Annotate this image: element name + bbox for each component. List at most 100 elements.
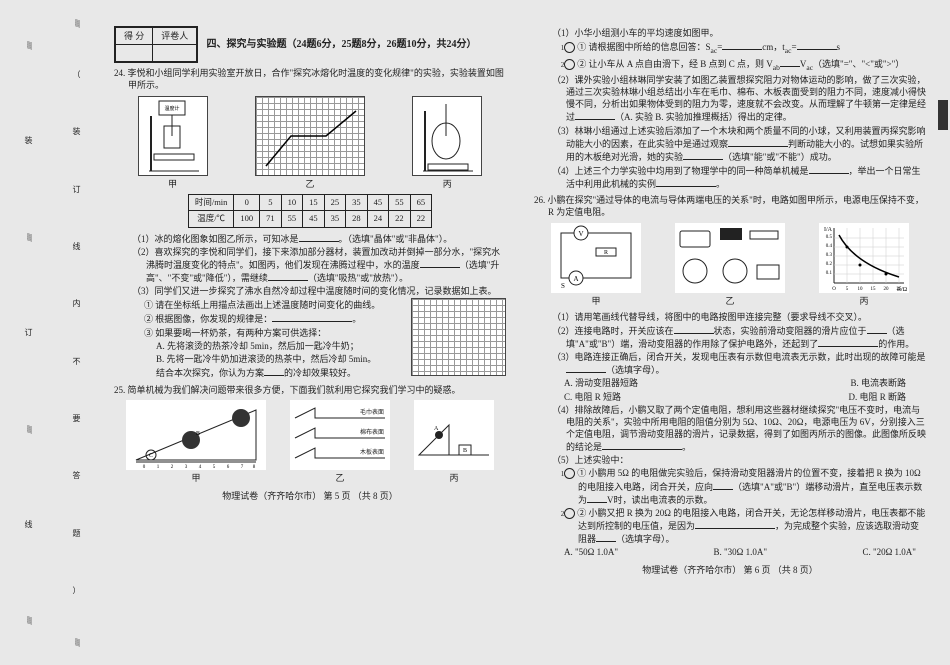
q25-r4: （4）上述三个力学实验中均用到了物理学中的同一种简单机械是，举出一个日常生活中利… <box>552 164 926 190</box>
svg-text:木板表面: 木板表面 <box>360 448 384 456</box>
apparatus-icon: 温度计 <box>139 96 207 176</box>
q24-fig-apparatus: 温度计 <box>138 96 208 176</box>
svg-text:5: 5 <box>846 287 849 292</box>
q25-fig-block: B A <box>414 400 494 470</box>
q25-r1: （1）小华小组测小车的平均速度如图甲。 <box>552 27 926 39</box>
svg-text:7: 7 <box>241 465 244 470</box>
blank[interactable] <box>656 177 716 187</box>
page-footer-6: 物理试卷（齐齐哈尔市） 第 6 页 （共 8 页） <box>534 564 926 576</box>
blank[interactable] <box>420 258 460 268</box>
hatch: //////// <box>25 616 33 624</box>
grader-label: 评卷人 <box>153 28 197 45</box>
svg-text:8: 8 <box>253 465 256 470</box>
blank[interactable] <box>596 532 616 542</box>
score-cell[interactable] <box>116 45 153 62</box>
blank[interactable] <box>780 57 800 67</box>
q24-3-3-b: B. 先将一匙冷牛奶加进滚烫的热茶中，然后冷却 5min。 <box>156 353 411 365</box>
svg-text:A: A <box>434 426 439 432</box>
q24-1: （1）冰的熔化图象如图乙所示，可知冰是。（选填"晶体"或"非晶体"）。 <box>132 232 506 245</box>
bind-char: 装 <box>73 126 82 137</box>
fig-label: 乙 <box>675 295 785 307</box>
blank[interactable] <box>728 137 788 147</box>
q26-graph: I/A R/Ω 0.50.40.3 0.20.1 O510 152025 <box>819 223 909 293</box>
svg-text:15: 15 <box>871 287 877 292</box>
binding-margin-outer: //////// 装 //////// 订 //////// 线 ///////… <box>4 0 54 665</box>
fig-label: 乙 <box>255 178 365 190</box>
grader-cell[interactable] <box>153 45 197 62</box>
bind-char: 订 <box>73 184 82 195</box>
q24-fig-apparatus-2 <box>412 96 482 176</box>
apparatus-icon <box>413 96 481 176</box>
q25-fig-incline: 012 345 678 C B <box>126 400 266 470</box>
q24-3-1: ① 请在坐标纸上用描点法画出上述温度随时间变化的曲线。 <box>144 299 411 311</box>
blank[interactable] <box>713 480 733 490</box>
svg-text:1: 1 <box>157 465 160 470</box>
blank[interactable] <box>272 312 352 322</box>
blank[interactable] <box>695 519 775 529</box>
hatch: //////// <box>73 638 81 646</box>
q25-r2: （2）课外实验小组林琳同学安装了如图乙装置想探究阻力对物体运动的影响，做了三次实… <box>552 74 926 124</box>
i-r-curve-icon: I/A R/Ω 0.50.40.3 0.20.1 O510 152025 <box>819 223 909 293</box>
svg-text:5: 5 <box>213 465 216 470</box>
q25-stem: 25. 简单机械为我们解决问题带来很多方便，下面我们就利用它探究我们学习中的疑惑… <box>114 384 506 396</box>
bind-char: 线 <box>25 519 34 530</box>
block-incline-icon: B A <box>414 400 494 470</box>
blank[interactable] <box>264 366 284 376</box>
svg-text:0: 0 <box>143 465 146 470</box>
q26-5: （5）上述实验中： <box>552 454 926 466</box>
svg-text:6: 6 <box>227 465 230 470</box>
blank[interactable] <box>674 324 714 334</box>
svg-text:毛巾表面: 毛巾表面 <box>360 408 384 416</box>
blank[interactable] <box>566 363 606 373</box>
q26-5-2: 2 ② 小鹏又把 R 换为 20Ω 的电阻接入电路，闭合开关，无论怎样移动滑片，… <box>564 507 926 545</box>
q24-3: （3）同学们又进一步探究了沸水自然冷却过程中温度随时间的变化情况，记录数据如上表… <box>132 285 506 297</box>
blank[interactable] <box>722 40 762 50</box>
hatch: //////// <box>25 41 33 49</box>
fig-label: 丙 <box>819 295 909 307</box>
blank[interactable] <box>867 324 887 334</box>
q24-3-3: ③ 如果要喝一杯奶茶，有两种方案可供选择： <box>144 327 411 339</box>
q26-stem: 26. 小鹏在探究"通过导体的电流与导体两端电压的关系"时，电路如图甲所示，电源… <box>534 194 926 218</box>
svg-text:3: 3 <box>185 465 188 470</box>
svg-text:0.4: 0.4 <box>826 244 833 249</box>
svg-text:S: S <box>561 282 565 290</box>
score-box: 得 分 评卷人 <box>114 26 198 63</box>
blank[interactable] <box>809 164 849 174</box>
bind-char: 答 <box>73 470 82 481</box>
bind-char: 不 <box>73 356 82 367</box>
q26-4: （4）排除故障后，小鹏又取了两个定值电阻，想利用这些器材继续探究"电压不变时，电… <box>552 404 926 454</box>
fig-label: 甲 <box>138 178 208 190</box>
melting-curve-icon <box>256 96 364 176</box>
q26-real-circuit <box>675 223 785 293</box>
circuit-components-icon <box>675 223 785 293</box>
blank[interactable] <box>818 337 878 347</box>
q26-3-opts2: C. 电阻 R 短路D. 电阻 R 断路 <box>564 391 926 403</box>
svg-text:2: 2 <box>171 465 174 470</box>
hatch: //////// <box>73 19 81 27</box>
blank[interactable] <box>587 493 607 503</box>
svg-text:20: 20 <box>884 287 890 292</box>
svg-text:25: 25 <box>897 287 903 292</box>
q24-3-2: ② 根据图像，你发现的规律是：。 <box>144 312 411 325</box>
blank[interactable] <box>602 440 682 450</box>
q24-figures: 温度计 甲 乙 <box>114 96 506 190</box>
bind-char: ） <box>73 585 82 596</box>
q24-3-3-end: 结合本次探究，你认为方案的冷却效果较好。 <box>156 366 411 379</box>
q24-fig-graph-grid <box>255 96 365 176</box>
q24-stem: 24. 李悦和小组同学利用实验室开放日，合作"探究冰熔化时温度的变化规律"的实验… <box>114 67 506 91</box>
blank[interactable] <box>268 271 308 281</box>
svg-text:0.1: 0.1 <box>826 271 833 276</box>
q24-plot-grid[interactable] <box>411 298 506 376</box>
bind-char: （ <box>73 69 82 80</box>
blank[interactable] <box>797 40 837 50</box>
svg-text:V: V <box>578 230 583 238</box>
blank[interactable] <box>299 232 339 242</box>
blank[interactable] <box>683 150 723 160</box>
blank[interactable] <box>575 110 615 120</box>
q24-data-table: 时间/min 0 5 10 15 25 35 45 55 65 温度/℃ 100… <box>188 194 432 228</box>
bind-char: 装 <box>25 135 34 146</box>
q25-r1-2: 2 ② 让小车从 A 点自由滑下，经 B 点到 C 点，则 VabVac（选填"… <box>564 57 926 73</box>
bind-char: 线 <box>73 241 82 252</box>
svg-text:C: C <box>149 453 153 459</box>
q26-5-2-opts: A. "50Ω 1.0A"B. "30Ω 1.0A"C. "20Ω 1.0A" <box>564 546 926 558</box>
